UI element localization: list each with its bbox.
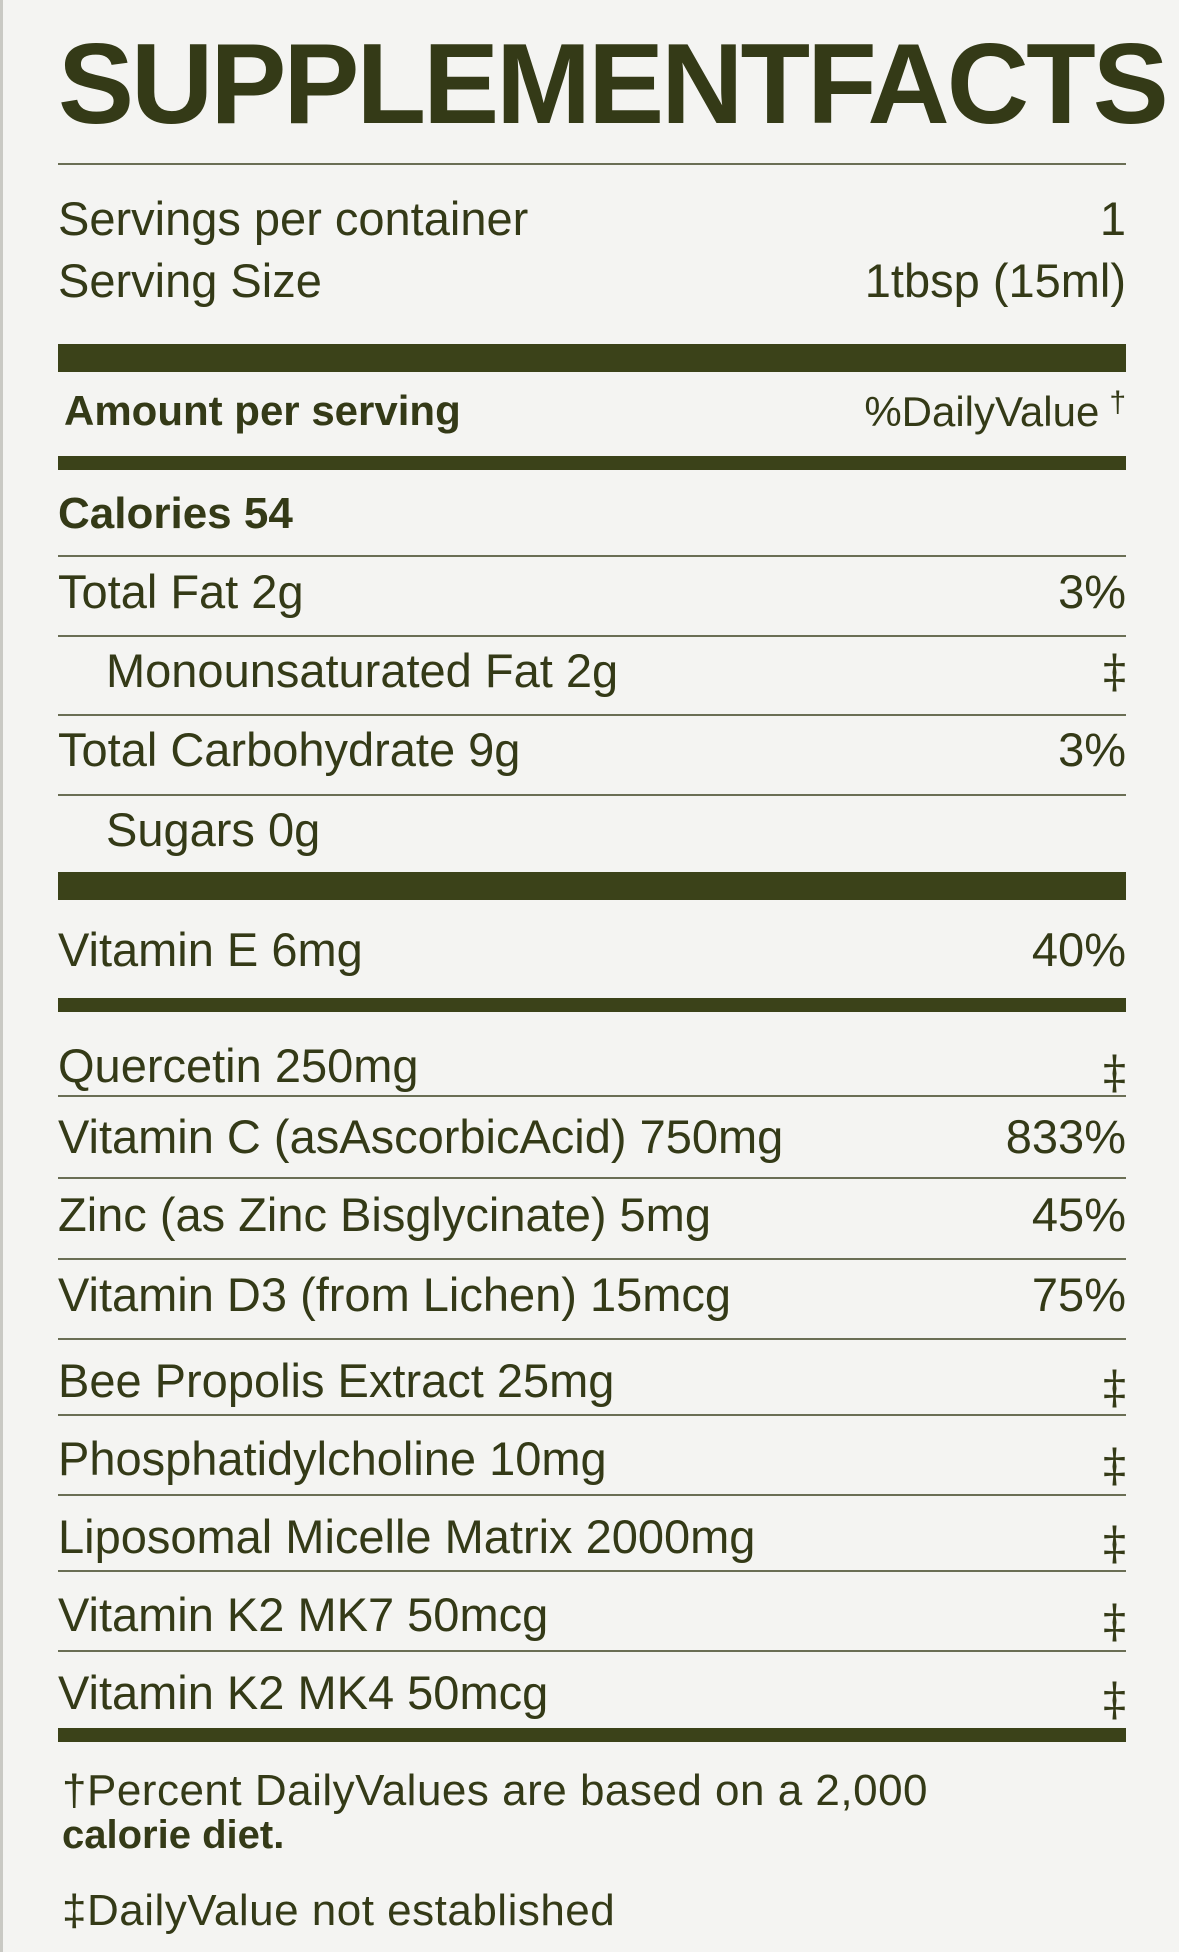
not-established-footnote: ‡DailyValue not established [62,1886,616,1935]
medium-divider [58,1728,1126,1742]
servings-per-container-label: Servings per container [58,192,529,245]
ingredient-row: Phosphatidylcholine 10mg ‡ [58,1428,1126,1492]
daily-value-label: %DailyValue [864,388,1100,435]
calories-row: Calories 54 [58,492,1126,536]
divider [58,555,1126,557]
nutrient-row: Total Fat 2g 3% [58,568,1126,615]
serving-size-label: Serving Size [58,254,322,307]
ingredient-daily-value: ‡ [1103,1594,1126,1648]
ingredient-daily-value: 833% [1005,1110,1126,1163]
ingredient-daily-value: ‡ [1103,1360,1126,1414]
ingredient-daily-value: 45% [1031,1188,1126,1241]
nutrient-name: Total Carbohydrate 9g [58,723,521,776]
ingredient-daily-value: ‡ [1103,1516,1126,1570]
vitamin-e-row: Vitamin E 6mg 40% [58,926,1126,973]
divider [58,714,1126,716]
thick-divider [58,344,1126,372]
ingredient-daily-value: 75% [1031,1268,1126,1321]
divider [58,1414,1126,1416]
ingredient-row: Vitamin K2 MK7 50mcg ‡ [58,1584,1126,1648]
percent-daily-value-footnote: †Percent DailyValues are based on a 2,00… [62,1766,929,1858]
ingredient-row: Quercetin 250mg ‡ [58,1035,1126,1099]
label-title: SUPPLEMENTFACTS [58,21,1169,148]
serving-size-value: 1tbsp (15ml) [864,254,1126,307]
servings-per-container-row: Servings per container 1 [58,195,1126,242]
divider [58,1570,1126,1572]
ingredient-name: Vitamin C (asAscorbicAcid) 750mg [58,1110,784,1163]
ingredient-name: Vitamin D3 (from Lichen) 15mcg [58,1268,732,1321]
ingredient-daily-value: ‡ [1103,1045,1126,1099]
ingredient-name: Vitamin K2 MK4 50mcg [58,1665,549,1719]
ingredient-name: Phosphatidylcholine 10mg [58,1431,607,1485]
ingredient-name: Zinc (as Zinc Bisglycinate) 5mg [58,1188,711,1241]
ingredient-row: Vitamin D3 (from Lichen) 15mcg 75% [58,1271,1126,1318]
ingredient-row: Vitamin C (asAscorbicAcid) 750mg 833% [58,1113,1126,1160]
ingredient-daily-value: ‡ [1103,1438,1126,1492]
divider [58,163,1126,165]
amount-header-row: Amount per serving %DailyValue † [58,388,1126,433]
nutrient-row: Monounsaturated Fat 2g ‡ [58,647,1126,694]
divider [58,635,1126,637]
nutrient-daily-value: 3% [1058,565,1126,618]
divider [58,1338,1126,1340]
divider [58,1095,1126,1097]
ingredient-name: Vitamin K2 MK7 50mcg [58,1587,549,1641]
nutrient-daily-value: 3% [1058,723,1126,776]
serving-size-row: Serving Size 1tbsp (15ml) [58,257,1126,304]
nutrient-name: Total Fat 2g [58,565,304,618]
ingredient-row: Bee Propolis Extract 25mg ‡ [58,1350,1126,1414]
ingredient-row: Liposomal Micelle Matrix 2000mg ‡ [58,1506,1126,1570]
servings-per-container-value: 1 [1099,192,1126,245]
nutrient-name: Vitamin E 6mg [58,923,363,976]
ingredient-name: Quercetin 250mg [58,1038,419,1092]
divider [58,1177,1126,1179]
medium-divider [58,456,1126,470]
ingredient-daily-value: ‡ [1103,1672,1126,1726]
ingredient-name: Liposomal Micelle Matrix 2000mg [58,1509,756,1563]
ingredient-row: Zinc (as Zinc Bisglycinate) 5mg 45% [58,1191,1126,1238]
divider [58,1258,1126,1260]
daily-value-header: %DailyValue † [864,388,1126,433]
dagger-mark: † [1109,386,1126,419]
divider [58,1494,1126,1496]
thick-divider [58,872,1126,900]
footnote-line: calorie diet. [62,1813,285,1858]
calories-label: Calories 54 [58,489,293,538]
divider [58,794,1126,796]
ingredient-row: Vitamin K2 MK4 50mcg ‡ [58,1662,1126,1726]
nutrient-row: Sugars 0g [58,806,1126,853]
footnote-line: †Percent DailyValues are based on a 2,00… [62,1766,929,1815]
divider [58,1650,1126,1652]
nutrient-daily-value: 40% [1031,923,1126,976]
nutrient-row: Total Carbohydrate 9g 3% [58,726,1126,773]
medium-divider [58,998,1126,1012]
amount-per-serving-label: Amount per serving [64,386,461,434]
nutrient-daily-value: ‡ [1103,643,1126,698]
nutrient-name: Sugars 0g [106,803,321,856]
ingredient-name: Bee Propolis Extract 25mg [58,1353,615,1407]
nutrient-name: Monounsaturated Fat 2g [106,644,619,697]
